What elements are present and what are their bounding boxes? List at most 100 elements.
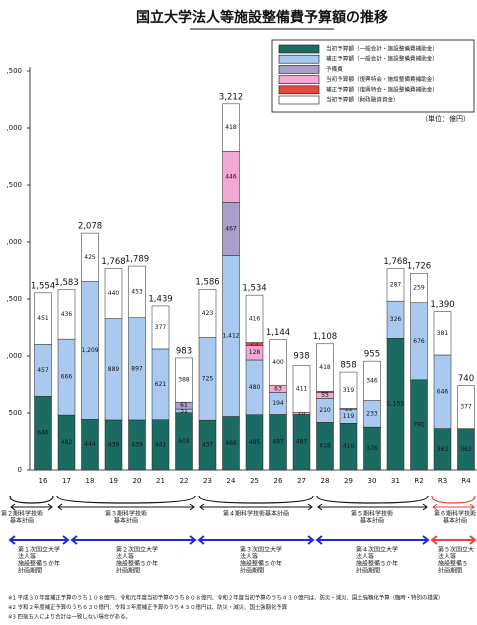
segment-label: 233 (366, 410, 378, 417)
chart-title: 国立大学法人等施設整備費予算額の推移 (136, 9, 388, 26)
segment-label: 346 (366, 377, 378, 384)
segment-label: 487 (296, 439, 308, 446)
y-tick-label: ,500 (6, 181, 22, 189)
total-label: 1,554 (31, 281, 55, 291)
segment-label: 646 (437, 388, 449, 395)
x-tick-label: 23 (203, 477, 212, 485)
segment-label: 1,412 (222, 333, 239, 340)
bar-segment (410, 272, 428, 304)
bar-segment (269, 339, 287, 386)
segment-label: 469 (225, 440, 237, 447)
bar-segment (151, 305, 170, 350)
segment-label: 287 (390, 281, 402, 288)
total-label: 938 (293, 352, 309, 362)
plan-label: 第２期科学技術 (1, 510, 43, 518)
bar-segment (339, 371, 358, 409)
facility-arrow (70, 535, 197, 545)
total-label: 3,212 (219, 92, 243, 102)
segment-label: 400 (272, 359, 284, 366)
facility-arrow (315, 535, 430, 545)
facility-label: 法人等 (116, 553, 134, 561)
total-label: 1,726 (407, 262, 431, 272)
segment-label: 440 (108, 290, 120, 297)
plan-bracket (56, 495, 196, 504)
segment-label: 439 (108, 441, 120, 448)
legend-label: 当初予算額（復興特会・施設整備費補助金） (326, 75, 438, 83)
segment-label: 8 (323, 388, 327, 395)
plan-bracket (198, 495, 314, 504)
plan-bracket (431, 495, 476, 504)
segment-label: 128 (249, 349, 261, 356)
total-label: 1,768 (383, 257, 407, 267)
facility-label: 計画期間 (240, 567, 264, 575)
bar-segment (457, 385, 475, 429)
total-label: 1,534 (242, 284, 266, 294)
facility-label: 計画期間 (18, 567, 42, 575)
facility-label: 計画期間 (116, 567, 140, 575)
segment-label: 676 (413, 338, 425, 345)
plan-arrow (199, 503, 313, 511)
plan-arrow (57, 503, 195, 511)
facility-label: 施設整備５か年 (18, 560, 60, 568)
bar-segment (245, 294, 264, 343)
facility-label: 第３次国立大学 (240, 546, 282, 554)
total-label: 740 (458, 374, 474, 384)
facility-label: 法人等 (438, 553, 456, 561)
facility-label: 法人等 (18, 553, 36, 561)
segment-label: 210 (319, 407, 331, 414)
plan-arrow (317, 503, 428, 511)
x-tick-label: 26 (274, 477, 283, 485)
segment-label: 377 (460, 404, 472, 411)
segment-label: 444 (84, 441, 96, 448)
segment-label: 897 (131, 365, 143, 372)
segment-label: 363 (437, 446, 449, 453)
segment-label: 363 (460, 446, 472, 453)
bar-segment (34, 292, 52, 345)
total-label: 1,144 (266, 328, 290, 338)
total-label: 858 (340, 361, 356, 371)
segment-label: 425 (84, 254, 96, 261)
segment-label: 326 (390, 316, 402, 323)
plan-arrow (432, 503, 475, 511)
x-tick-label: R3 (438, 477, 447, 485)
x-tick-label: 24 (227, 477, 236, 485)
total-label: 955 (364, 350, 380, 360)
segment-label: 259 (413, 284, 425, 291)
x-tick-label: 31 (391, 477, 400, 485)
facility-arrow (197, 535, 315, 545)
x-tick-label: 22 (180, 477, 189, 485)
facility-arrow (430, 535, 477, 545)
bar-segment (316, 343, 334, 392)
segment-label: 376 (366, 445, 378, 452)
y-tick-label: ,500 (6, 295, 22, 303)
unit-label: （単位：億円） (421, 114, 470, 123)
segment-label: 441 (155, 441, 167, 448)
facility-label: 第２次国立大学 (116, 546, 158, 554)
x-tick-label: 17 (62, 477, 71, 485)
bar-segment (433, 311, 452, 356)
facility-label: 施設整備５か年 (356, 560, 398, 568)
x-tick-label: 28 (321, 477, 330, 485)
bar-segment (104, 268, 123, 319)
y-tick-label: ,000 (6, 124, 22, 132)
segment-label: 11 (345, 406, 353, 413)
segment-label: 194 (272, 400, 284, 407)
bar-segment (198, 289, 217, 338)
segment-label: 457 (37, 367, 49, 374)
plan-label: 第５期科学技術 (351, 510, 393, 518)
segment-label: 423 (202, 310, 214, 317)
y-tick-label: 500 (9, 409, 22, 417)
facility-label: 計画期間 (356, 567, 380, 575)
segment-label: 381 (437, 330, 449, 337)
segment-label: 621 (155, 381, 167, 388)
segment-label: 1,209 (81, 347, 98, 354)
facility-label: 第５次国立大 (438, 546, 474, 554)
segment-label: 388 (178, 377, 190, 384)
legend-label: 補正予算額（一般会計・施設整備費補助金） (326, 55, 438, 63)
legend-label: 当初予算額（財政融資資金） (326, 96, 399, 104)
plan-label: 基本計画 (360, 517, 384, 525)
segment-label: 20 (298, 410, 306, 417)
segment-label: 439 (131, 441, 143, 448)
segment-label: 666 (61, 374, 73, 381)
